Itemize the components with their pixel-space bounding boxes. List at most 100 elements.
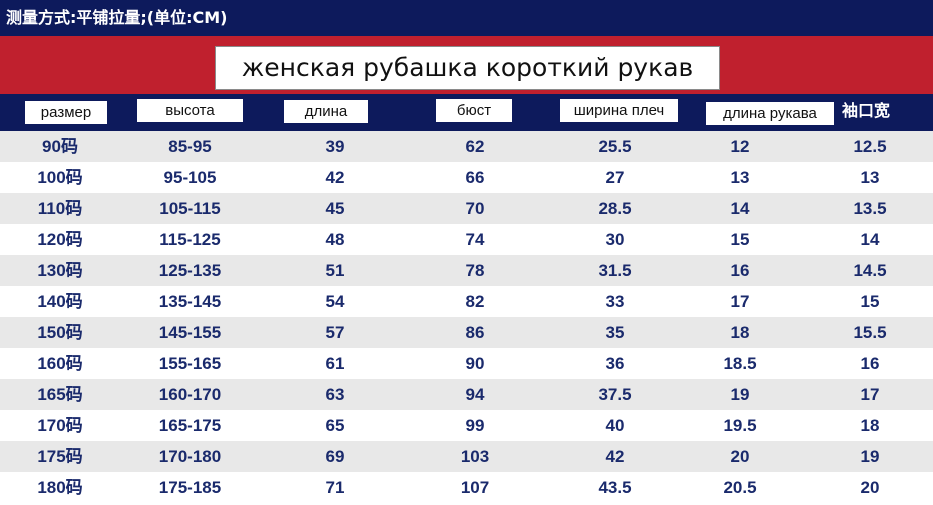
measurement-note: 测量方式:平铺拉量;(单位:CM) (0, 0, 933, 36)
table-cell: 62 (465, 137, 485, 156)
table-cell: 82 (465, 292, 485, 311)
table-cell: 66 (465, 168, 485, 187)
table-cell: 16 (730, 261, 750, 280)
table-cell: 70 (465, 199, 485, 218)
table-cell: 94 (465, 385, 485, 404)
table-cell: 86 (465, 323, 485, 342)
table-cell: 115-125 (159, 230, 221, 249)
table-cell: 19 (860, 447, 880, 466)
table-row: 120码 115-125 48 74 30 15 14 (0, 224, 933, 255)
table-cell: 71 (325, 478, 345, 497)
table-cell: 12.5 (853, 137, 887, 156)
table-cell: 69 (325, 447, 345, 466)
table-cell: 57 (325, 323, 345, 342)
table-cell: 14.5 (853, 261, 887, 280)
table-cell: 160码 (37, 354, 83, 373)
table-cell: 16 (860, 354, 880, 373)
table-cell: 35 (605, 323, 625, 342)
table-cell: 170码 (37, 416, 83, 435)
table-cell: 15 (730, 230, 750, 249)
table-row: 150码 145-155 57 86 35 18 15.5 (0, 317, 933, 348)
table-cell: 54 (325, 292, 345, 311)
table-cell: 120码 (37, 230, 83, 249)
table-cell: 15.5 (853, 323, 887, 342)
table-cell: 65 (325, 416, 345, 435)
chart-title: женская рубашка короткий рукав (215, 46, 720, 90)
table-cell: 18.5 (723, 354, 757, 373)
table-cell: 12 (730, 137, 750, 156)
table-cell: 78 (465, 261, 485, 280)
header-shoulder-width: ширина плеч (560, 99, 678, 122)
table-cell: 140码 (37, 292, 83, 311)
table-cell: 14 (860, 230, 880, 249)
table-cell: 15 (860, 292, 880, 311)
table-cell: 20.5 (723, 478, 757, 497)
table-cell: 28.5 (598, 199, 632, 218)
table-cell: 30 (605, 230, 625, 249)
table-cell: 135-145 (158, 292, 222, 311)
table-cell: 90 (465, 354, 485, 373)
table-cell: 165码 (37, 385, 83, 404)
table-cell: 105-115 (159, 199, 221, 218)
table-cell: 42 (605, 447, 625, 466)
table-cell: 31.5 (598, 261, 632, 280)
table-cell: 19.5 (723, 416, 757, 435)
table-cell: 63 (325, 385, 345, 404)
header-size: размер (25, 101, 107, 124)
table-cell: 13 (860, 168, 880, 187)
table-cell: 48 (325, 230, 345, 249)
table-cell: 125-135 (158, 261, 222, 280)
table-cell: 90码 (42, 137, 78, 156)
table-cell: 40 (605, 416, 625, 435)
table-cell: 175-185 (158, 478, 222, 497)
table-cell: 110码 (37, 199, 83, 218)
table-cell: 13 (730, 168, 750, 187)
table-cell: 13.5 (853, 199, 887, 218)
table-cell: 18 (860, 416, 880, 435)
header-cuff-width: 袖口宽 (842, 101, 891, 120)
table-cell: 19 (730, 385, 750, 404)
table-cell: 170-180 (158, 447, 222, 466)
header-bust: бюст (436, 99, 512, 122)
table-cell: 95-105 (163, 168, 217, 187)
table-cell: 180码 (37, 478, 83, 497)
table-cell: 36 (605, 354, 625, 373)
table-cell: 39 (325, 137, 345, 156)
table-cell: 160-170 (158, 385, 222, 404)
table-cell: 99 (465, 416, 485, 435)
table-row: 175码 170-180 69 103 42 20 19 (0, 441, 933, 472)
table-cell: 20 (860, 478, 880, 497)
table-cell: 45 (325, 199, 345, 218)
table-cell: 17 (730, 292, 750, 311)
table-row: 140码 135-145 54 82 33 17 15 (0, 286, 933, 317)
table-cell: 43.5 (598, 478, 632, 497)
table-cell: 18 (730, 323, 750, 342)
table-cell: 42 (325, 168, 345, 187)
table-cell: 20 (730, 447, 750, 466)
table-cell: 107 (460, 478, 490, 497)
header-sleeve-length: длина рукава (706, 102, 834, 125)
table-row: 170码 165-175 65 99 40 19.5 18 (0, 410, 933, 441)
table-row: 165码 160-170 63 94 37.5 19 17 (0, 379, 933, 410)
table-cell: 27 (605, 168, 625, 187)
table-row: 160码 155-165 61 90 36 18.5 16 (0, 348, 933, 379)
table-cell: 130码 (37, 261, 83, 280)
table-row: 110码 105-115 45 70 28.5 14 13.5 (0, 193, 933, 224)
table-cell: 165-175 (158, 416, 222, 435)
table-row: 180码 175-185 71 107 43.5 20.5 20 (0, 472, 933, 503)
header-row: размер высота длина бюст ширина плеч дли… (0, 94, 933, 131)
table-cell: 17 (860, 385, 880, 404)
table-row: 130码 125-135 51 78 31.5 16 14.5 (0, 255, 933, 286)
table-cell: 150码 (37, 323, 83, 342)
table-cell: 61 (325, 354, 345, 373)
size-table: 90码 85-95 39 62 25.5 12 12.5 100码 95-105 42 66 27 13… (0, 131, 933, 503)
header-length: длина (284, 100, 368, 123)
table-cell: 37.5 (598, 385, 632, 404)
table-cell: 14 (730, 199, 750, 218)
table-cell: 175码 (37, 447, 83, 466)
table-cell: 74 (465, 230, 485, 249)
table-cell: 145-155 (158, 323, 222, 342)
table-cell: 51 (325, 261, 345, 280)
table-cell: 33 (605, 292, 625, 311)
